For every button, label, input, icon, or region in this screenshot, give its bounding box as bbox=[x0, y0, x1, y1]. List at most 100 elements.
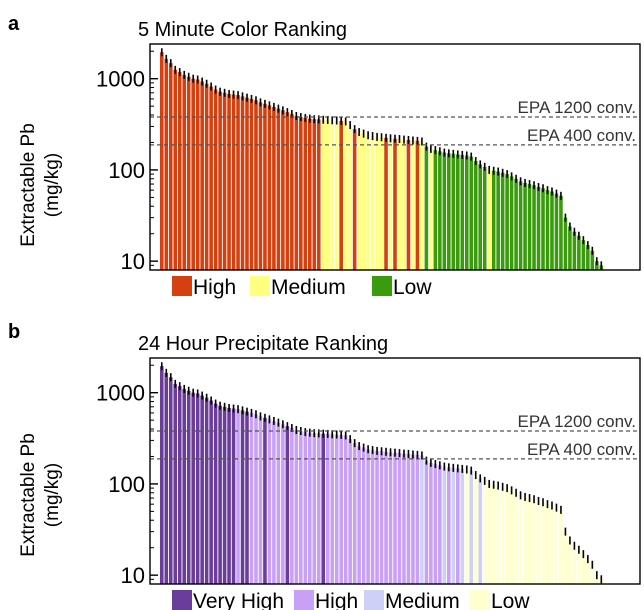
bar bbox=[281, 110, 285, 270]
reference-line-label: EPA 1200 conv. bbox=[518, 98, 636, 117]
bar bbox=[191, 78, 195, 270]
bar bbox=[348, 125, 352, 270]
bar bbox=[482, 166, 487, 270]
bar bbox=[550, 191, 554, 270]
bar bbox=[348, 439, 352, 584]
bar bbox=[447, 153, 451, 270]
bar bbox=[254, 100, 258, 271]
bar bbox=[595, 261, 599, 270]
bar bbox=[160, 366, 164, 584]
bar bbox=[491, 484, 496, 584]
bar bbox=[168, 377, 173, 584]
bar bbox=[451, 467, 456, 584]
bar bbox=[267, 105, 272, 271]
bar bbox=[218, 405, 222, 584]
bar bbox=[236, 95, 240, 271]
bar bbox=[330, 120, 335, 270]
bar bbox=[478, 478, 483, 584]
bar bbox=[438, 465, 442, 584]
bar bbox=[500, 172, 505, 270]
bar bbox=[586, 559, 590, 584]
bar bbox=[559, 195, 563, 270]
legend-swatch bbox=[364, 590, 384, 610]
bar bbox=[177, 386, 182, 584]
bar bbox=[388, 452, 393, 584]
bar bbox=[316, 433, 321, 584]
y-tick-label: 1000 bbox=[96, 381, 145, 406]
bar bbox=[258, 102, 263, 270]
panel-a: a 5 Minute Color Ranking Extractable Pb … bbox=[8, 13, 641, 299]
bar bbox=[240, 410, 245, 584]
bar bbox=[464, 155, 469, 270]
bar bbox=[402, 139, 406, 270]
bar bbox=[325, 433, 330, 584]
legend-label: Medium bbox=[271, 276, 346, 299]
bar bbox=[438, 151, 442, 270]
bar bbox=[370, 136, 375, 270]
bar bbox=[541, 188, 545, 270]
bar bbox=[541, 502, 545, 584]
bar bbox=[177, 72, 182, 270]
bar bbox=[496, 171, 500, 270]
bar bbox=[505, 174, 509, 270]
bar bbox=[321, 433, 326, 584]
bar bbox=[321, 119, 326, 270]
bar bbox=[487, 169, 491, 270]
bar bbox=[523, 182, 527, 270]
bar bbox=[536, 500, 541, 584]
bar bbox=[312, 433, 317, 584]
bar bbox=[182, 388, 187, 584]
panel-b-ylabel-line2: (mg/kg) bbox=[42, 463, 63, 527]
bar bbox=[536, 186, 541, 270]
bar bbox=[222, 92, 227, 270]
bar bbox=[236, 409, 240, 584]
bar bbox=[509, 176, 514, 270]
bar bbox=[442, 466, 447, 584]
bar bbox=[424, 146, 429, 270]
bar bbox=[290, 114, 294, 271]
bar bbox=[200, 81, 204, 270]
bar bbox=[352, 443, 357, 584]
bar bbox=[581, 240, 586, 270]
legend-swatch bbox=[250, 276, 270, 296]
bar bbox=[469, 156, 474, 270]
bar bbox=[447, 467, 451, 584]
bar bbox=[191, 392, 195, 584]
legend-swatch bbox=[470, 590, 490, 610]
bar bbox=[406, 453, 411, 584]
plot-frame bbox=[149, 43, 641, 271]
bar bbox=[213, 403, 218, 584]
bar bbox=[361, 133, 366, 270]
bar bbox=[451, 153, 456, 270]
bar bbox=[290, 428, 294, 584]
panel-a-letter: a bbox=[8, 13, 20, 35]
bar bbox=[572, 231, 577, 270]
legend-label: Medium bbox=[385, 590, 460, 610]
bar bbox=[200, 395, 204, 584]
bar bbox=[429, 148, 433, 270]
bar bbox=[433, 464, 438, 584]
bar bbox=[563, 531, 568, 584]
panel-a-ylabel-line1: Extractable Pb bbox=[18, 123, 39, 247]
bar bbox=[204, 397, 209, 584]
bar bbox=[491, 170, 496, 270]
bar bbox=[308, 118, 312, 271]
bar bbox=[285, 112, 290, 270]
panel-b-letter: b bbox=[8, 321, 20, 343]
bar bbox=[473, 161, 478, 270]
bar bbox=[411, 140, 415, 270]
bar bbox=[532, 499, 536, 584]
bar bbox=[186, 390, 191, 584]
bar bbox=[227, 93, 231, 270]
bar bbox=[357, 132, 361, 270]
bar bbox=[473, 475, 478, 584]
panel-b-title: 24 Hour Precipitate Ranking bbox=[138, 333, 388, 355]
panel-b-bars bbox=[160, 362, 604, 584]
panel-b-ylabel: Extractable Pb (mg/kg) bbox=[18, 433, 63, 557]
bar bbox=[267, 419, 272, 584]
bar bbox=[514, 492, 518, 584]
bar bbox=[518, 495, 523, 584]
bar bbox=[505, 488, 509, 584]
bar bbox=[577, 235, 581, 270]
